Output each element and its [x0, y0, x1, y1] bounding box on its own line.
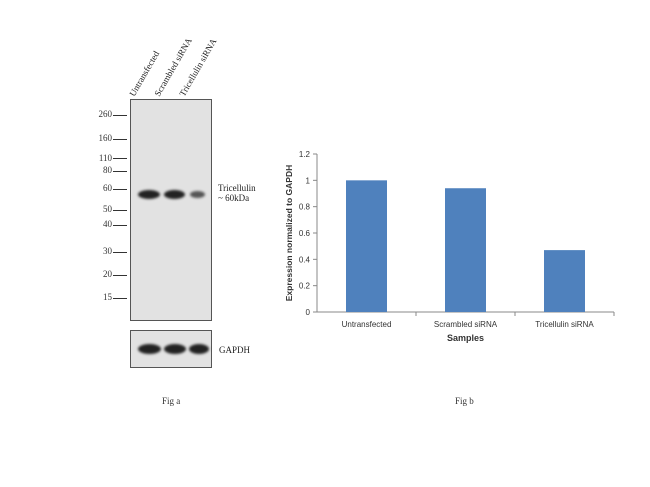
blot-panel — [130, 99, 212, 321]
mw-marker-40: 40 — [103, 219, 112, 229]
mw-tick — [113, 171, 127, 172]
mw-marker-15: 15 — [103, 292, 112, 302]
mw-marker-80: 80 — [103, 165, 112, 175]
bar-1 — [445, 188, 486, 312]
mw-tick — [113, 210, 127, 211]
y-tick-label: 0.4 — [299, 255, 311, 264]
gapdh-label: GAPDH — [219, 345, 251, 355]
bar-chart: 0 0.2 0.4 0.6 0.8 1 1.2 Untransfected Scrambled … — [284, 150, 615, 343]
y-tick-label: 0 — [306, 308, 311, 317]
mw-tick — [113, 189, 127, 190]
y-tick-label: 0.2 — [299, 282, 311, 291]
x-tick-label: Untransfected — [342, 320, 392, 329]
mw-marker-20: 20 — [103, 269, 112, 279]
x-axis-title: Samples — [447, 333, 484, 343]
mw-marker-260: 260 — [98, 109, 113, 119]
x-tick-label: Scrambled siRNA — [434, 320, 498, 329]
y-tick-label: 1.2 — [299, 150, 311, 159]
y-tick-label: 1 — [306, 176, 311, 185]
mw-marker-60: 60 — [103, 183, 112, 193]
y-tick-label: 0.8 — [299, 203, 311, 212]
y-tick-label: 0.6 — [299, 229, 311, 238]
mw-tick — [113, 275, 127, 276]
x-tick-label: Tricellulin siRNA — [535, 320, 594, 329]
band-tricellulin-sirna — [190, 191, 205, 198]
band-label-name: Tricellulin — [218, 183, 256, 193]
mw-marker-160: 160 — [98, 133, 113, 143]
mw-marker-50: 50 — [103, 204, 112, 214]
bar-2 — [544, 250, 585, 312]
fig-a-caption: Fig a — [162, 396, 181, 406]
fig-b-caption: Fig b — [455, 396, 474, 406]
gapdh-band-tricellulin-sirna — [189, 344, 209, 354]
gapdh-panel — [130, 330, 212, 368]
mw-marker-110: 110 — [98, 153, 112, 163]
band-scrambled-sirna — [164, 190, 185, 199]
mw-tick — [113, 225, 127, 226]
mw-tick — [113, 158, 127, 159]
band-label-size: ~ 60kDa — [218, 193, 250, 203]
mw-marker-30: 30 — [103, 246, 112, 256]
gapdh-band-scrambled-sirna — [164, 344, 186, 354]
band-label: Tricellulin ~ 60kDa — [218, 183, 256, 203]
mw-tick — [113, 139, 127, 140]
y-axis-title: Expression normalized to GAPDH — [284, 165, 294, 302]
mw-tick — [113, 252, 127, 253]
gapdh-band-untransfected — [138, 344, 161, 354]
band-untransfected — [138, 190, 160, 199]
mw-tick — [113, 298, 127, 299]
bar-0 — [346, 180, 387, 312]
mw-tick — [113, 115, 127, 116]
